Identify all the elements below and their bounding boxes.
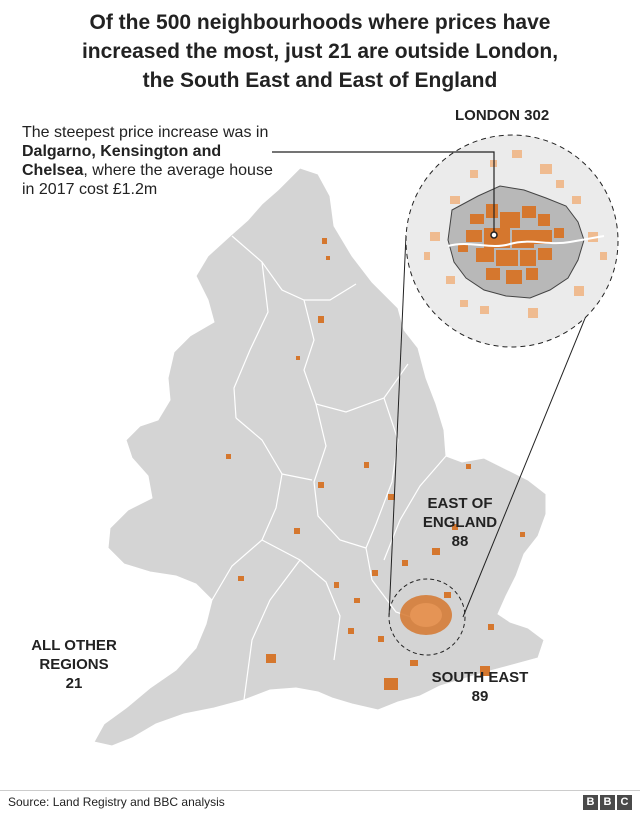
bbc-logo: B B C — [583, 795, 632, 810]
label-south-east-line-1: SOUTH EAST — [431, 669, 529, 686]
annotation-suffix: , where the average house in 2017 cost £… — [22, 162, 273, 198]
label-south-east-count: 89 — [471, 688, 489, 705]
label-other-line-1: ALL OTHER — [31, 637, 117, 654]
river-thames — [447, 235, 605, 247]
steepest-increase-annotation: The steepest price increase was in Dalga… — [22, 123, 282, 199]
label-other-line-2: REGIONS — [39, 656, 109, 673]
title-line-3: the South East and East of England — [142, 69, 498, 92]
bbc-logo-letter: C — [617, 795, 632, 810]
london-cluster — [400, 595, 452, 635]
label-east-of-england: EAST OF ENGLAND 88 — [412, 494, 508, 551]
dalgarno-marker — [490, 231, 498, 239]
bbc-logo-letter: B — [600, 795, 615, 810]
highlighted-neighbourhoods — [226, 238, 525, 690]
label-all-other-regions: ALL OTHER REGIONS 21 — [12, 636, 136, 693]
label-east-line-1: EAST OF — [427, 495, 493, 512]
annotation-prefix: The steepest price increase was in — [22, 124, 269, 141]
label-london: LONDON 302 — [455, 107, 550, 124]
zoom-line-left — [388, 234, 407, 618]
england-map — [93, 134, 619, 747]
label-south-east: SOUTH EAST 89 — [414, 668, 546, 706]
annotation-place: Dalgarno, Kensington and Chelsea — [22, 143, 222, 179]
bbc-logo-letter: B — [583, 795, 598, 810]
title-line-2: increased the most, just 21 are outside … — [81, 40, 559, 63]
chart-title: Of the 500 neighbourhoods where prices h… — [0, 8, 640, 95]
source-text: Source: Land Registry and BBC analysis — [8, 795, 225, 809]
label-other-count: 21 — [65, 675, 83, 692]
annotation-pointer — [272, 151, 495, 232]
label-east-count: 88 — [451, 533, 469, 550]
title-line-1: Of the 500 neighbourhoods where prices h… — [89, 11, 551, 34]
london-zoom-inset — [405, 134, 619, 348]
label-east-line-2: ENGLAND — [422, 514, 498, 531]
footer: Source: Land Registry and BBC analysis B… — [0, 790, 640, 814]
